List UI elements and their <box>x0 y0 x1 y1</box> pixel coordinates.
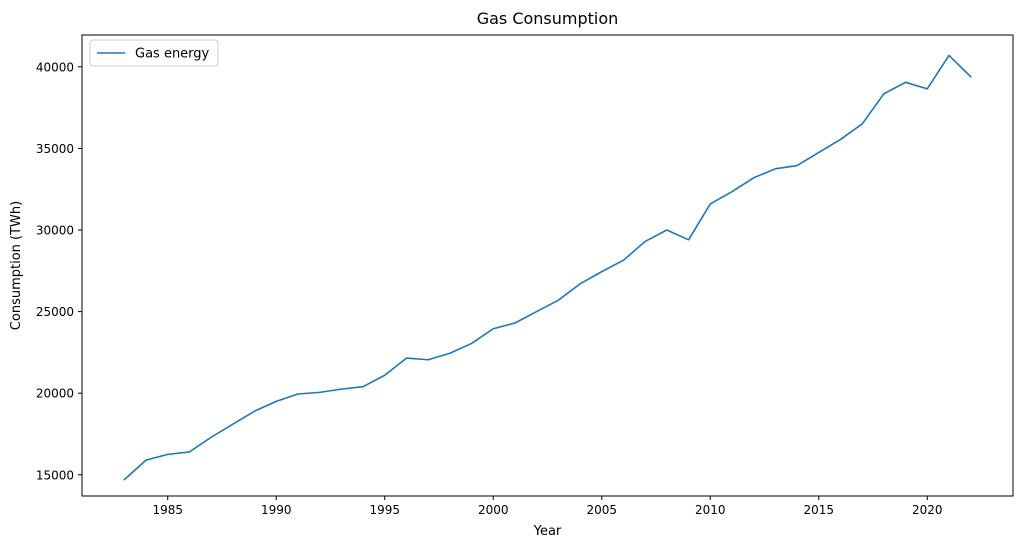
y-tick-label: 20000 <box>36 387 74 401</box>
y-axis: 15000 20000 25000 30000 35000 40000 <box>36 60 82 482</box>
legend: Gas energy <box>89 39 219 67</box>
x-tick-label: 2010 <box>695 503 726 517</box>
x-tick-label: 2000 <box>478 503 509 517</box>
axes-frame <box>81 34 1014 497</box>
x-tick-label: 1985 <box>152 503 183 517</box>
y-tick-label: 15000 <box>36 468 74 482</box>
y-axis-label: Consumption (TWh) <box>9 201 24 330</box>
y-tick-label: 25000 <box>36 305 74 319</box>
series-line-gas-energy <box>123 54 972 481</box>
x-tick-label: 2015 <box>803 503 834 517</box>
y-tick-label: 40000 <box>36 60 74 74</box>
legend-box <box>89 39 219 67</box>
plot-area <box>123 54 972 481</box>
y-tick-label: 35000 <box>36 142 74 156</box>
x-tick-label: 2020 <box>912 503 943 517</box>
chart-title: Gas Consumption <box>477 9 619 28</box>
x-axis: 1985 1990 1995 2000 2005 2010 2015 2020 <box>152 496 943 517</box>
legend-label-gas-energy: Gas energy <box>135 47 210 62</box>
x-tick-label: 1990 <box>261 503 292 517</box>
x-tick-label: 2005 <box>586 503 617 517</box>
y-tick-label: 30000 <box>36 224 74 238</box>
x-axis-label: Year <box>533 524 562 539</box>
x-tick-label: 1995 <box>369 503 400 517</box>
